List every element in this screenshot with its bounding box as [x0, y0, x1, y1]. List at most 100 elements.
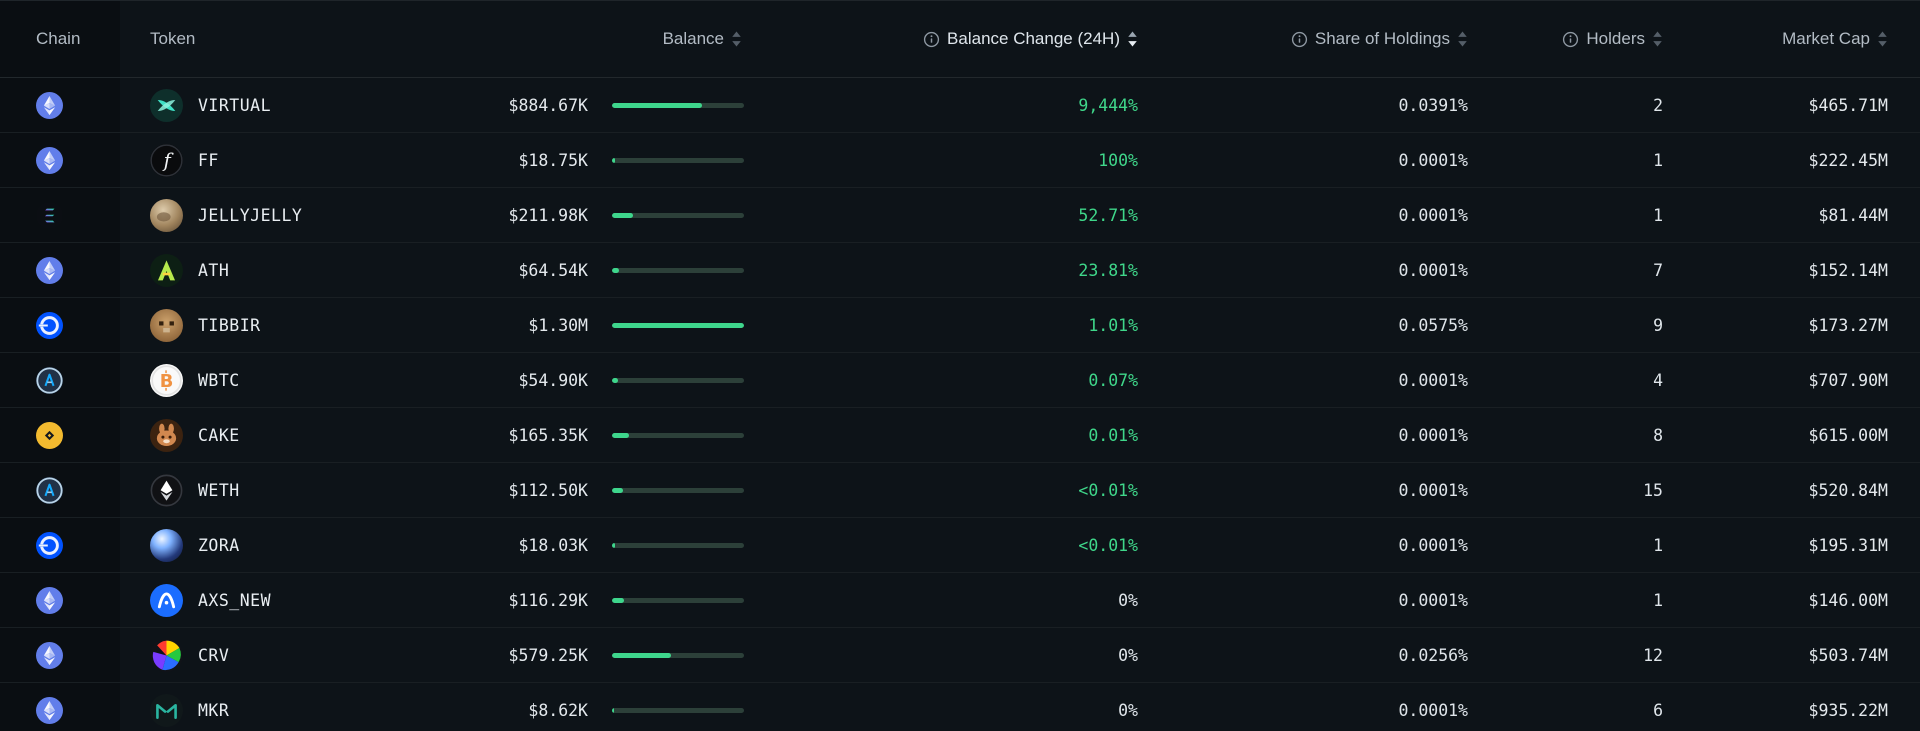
token-name[interactable]: MKR: [198, 700, 230, 720]
balance-bar-fill: [612, 432, 629, 438]
chain-cell: [0, 573, 120, 627]
token-row-virtual[interactable]: VIRTUAL $884.67K 9,444% 0.0391% 2 $465.71M: [0, 78, 1920, 133]
holders-value: 8: [1653, 425, 1663, 445]
svg-text:B: B: [160, 370, 174, 391]
share-of-holdings-value: 0.0001%: [1398, 260, 1468, 280]
virtual-token-icon: [150, 88, 183, 122]
token-name[interactable]: WBTC: [198, 370, 240, 390]
balance-bar-track: [612, 267, 744, 273]
share-of-holdings-value: 0.0001%: [1398, 425, 1468, 445]
change-info-icon[interactable]: [923, 31, 940, 48]
token-name[interactable]: CRV: [198, 645, 230, 665]
token-row-wbtc[interactable]: B WBTC $54.90K 0.07% 0.0001% 4 $707.90M: [0, 353, 1920, 408]
market-cap-value: $173.27M: [1808, 315, 1888, 335]
weth-token-icon: [150, 473, 183, 507]
market-cap-value: $465.71M: [1808, 95, 1888, 115]
token-row-axs_new[interactable]: AXS_NEW $116.29K 0% 0.0001% 1 $146.00M: [0, 573, 1920, 628]
balance-bar-track: [612, 652, 744, 658]
token-cell: CAKE: [120, 408, 360, 462]
token-cell: f FF: [120, 133, 360, 187]
column-label-token: Token: [150, 29, 196, 48]
chain-cell: [0, 463, 120, 517]
token-row-ath[interactable]: ATH $64.54K 23.81% 0.0001% 7 $152.14M: [0, 243, 1920, 298]
arbitrum-chain-icon: [36, 366, 63, 394]
token-name[interactable]: VIRTUAL: [198, 95, 272, 115]
chain-cell: [0, 243, 120, 297]
balance-bar-fill: [612, 542, 615, 548]
mkr-token-icon: [150, 693, 183, 727]
token-name[interactable]: TIBBIR: [198, 315, 261, 335]
holders-value: 12: [1643, 645, 1663, 665]
token-cell: ATH: [120, 243, 360, 297]
balance-bar-fill: [612, 707, 614, 713]
token-name[interactable]: WETH: [198, 480, 240, 500]
market-cap-value: $935.22M: [1808, 700, 1888, 720]
balance-value: $884.67K: [508, 95, 588, 115]
balance-bar-track: [612, 102, 744, 108]
share-of-holdings-value: 0.0001%: [1398, 150, 1468, 170]
token-row-zora[interactable]: ZORA $18.03K <0.01% 0.0001% 1 $195.31M: [0, 518, 1920, 573]
token-name[interactable]: JELLYJELLY: [198, 205, 303, 225]
balance-bar-track: [612, 597, 744, 603]
token-cell: WETH: [120, 463, 360, 517]
token-cell: VIRTUAL: [120, 78, 360, 132]
balance-change-value: 1.01%: [1088, 315, 1138, 335]
solana-chain-icon: [36, 201, 63, 229]
market-cap-value: $152.14M: [1808, 260, 1888, 280]
token-name[interactable]: ZORA: [198, 535, 240, 555]
column-header-market_cap[interactable]: Market Cap: [1675, 1, 1920, 77]
column-header-share[interactable]: Share of Holdings: [1150, 1, 1480, 77]
balance-bar-track: [612, 322, 744, 328]
token-row-crv[interactable]: CRV $579.25K 0% 0.0256% 12 $503.74M: [0, 628, 1920, 683]
sort-icon-market_cap[interactable]: [1877, 31, 1888, 47]
balance-bar-fill: [612, 212, 634, 218]
sort-icon-holders[interactable]: [1652, 31, 1663, 47]
balance-bar-track: [612, 542, 744, 548]
balance-bar-track: [612, 157, 744, 163]
sort-icon-share[interactable]: [1457, 31, 1468, 47]
column-header-change[interactable]: Balance Change (24H): [750, 1, 1150, 77]
column-header-holders[interactable]: Holders: [1480, 1, 1675, 77]
token-row-jellyjelly[interactable]: JELLYJELLY $211.98K 52.71% 0.0001% 1 $81.44M: [0, 188, 1920, 243]
market-cap-value: $222.45M: [1808, 150, 1888, 170]
column-header-balance[interactable]: Balance: [360, 1, 750, 77]
balance-change-value: <0.01%: [1078, 480, 1138, 500]
column-label-change: Balance Change (24H): [947, 29, 1120, 48]
balance-value: $211.98K: [508, 205, 588, 225]
token-name[interactable]: AXS_NEW: [198, 590, 272, 610]
column-label-balance: Balance: [662, 29, 724, 48]
token-row-cake[interactable]: CAKE $165.35K 0.01% 0.0001% 8 $615.00M: [0, 408, 1920, 463]
balance-bar-fill: [612, 652, 671, 658]
balance-bar: [600, 628, 750, 682]
balance-value: $579.25K: [508, 645, 588, 665]
token-name[interactable]: CAKE: [198, 425, 240, 445]
holders-value: 1: [1653, 535, 1663, 555]
balance-value: $165.35K: [508, 425, 588, 445]
holders-info-icon[interactable]: [1562, 31, 1579, 48]
market-cap-value: $81.44M: [1818, 205, 1888, 225]
sort-icon-balance[interactable]: [731, 31, 742, 47]
token-row-tibbir[interactable]: TIBBIR $1.30M 1.01% 0.0575% 9 $173.27M: [0, 298, 1920, 353]
sort-icon-change[interactable]: [1127, 31, 1138, 47]
token-row-weth[interactable]: WETH $112.50K <0.01% 0.0001% 15 $520.84M: [0, 463, 1920, 518]
share-info-icon[interactable]: [1291, 31, 1308, 48]
token-name[interactable]: ATH: [198, 260, 230, 280]
balance-bar: [600, 353, 750, 407]
balance-bar-fill: [612, 597, 624, 603]
token-row-mkr[interactable]: MKR $8.62K 0% 0.0001% 6 $935.22M: [0, 683, 1920, 731]
balance-value: $116.29K: [508, 590, 588, 610]
balance-bar: [600, 243, 750, 297]
token-cell: TIBBIR: [120, 298, 360, 352]
zora-token-icon: [150, 528, 183, 562]
balance-bar: [600, 78, 750, 132]
token-cell: B WBTC: [120, 353, 360, 407]
token-row-ff[interactable]: f FF $18.75K 100% 0.0001% 1 $222.45M: [0, 133, 1920, 188]
chain-cell: [0, 353, 120, 407]
token-cell: CRV: [120, 628, 360, 682]
wbtc-token-icon: B: [150, 363, 183, 397]
share-of-holdings-value: 0.0001%: [1398, 590, 1468, 610]
token-name[interactable]: FF: [198, 150, 219, 170]
balance-change-value: 9,444%: [1078, 95, 1138, 115]
balance-bar-fill: [612, 322, 744, 328]
